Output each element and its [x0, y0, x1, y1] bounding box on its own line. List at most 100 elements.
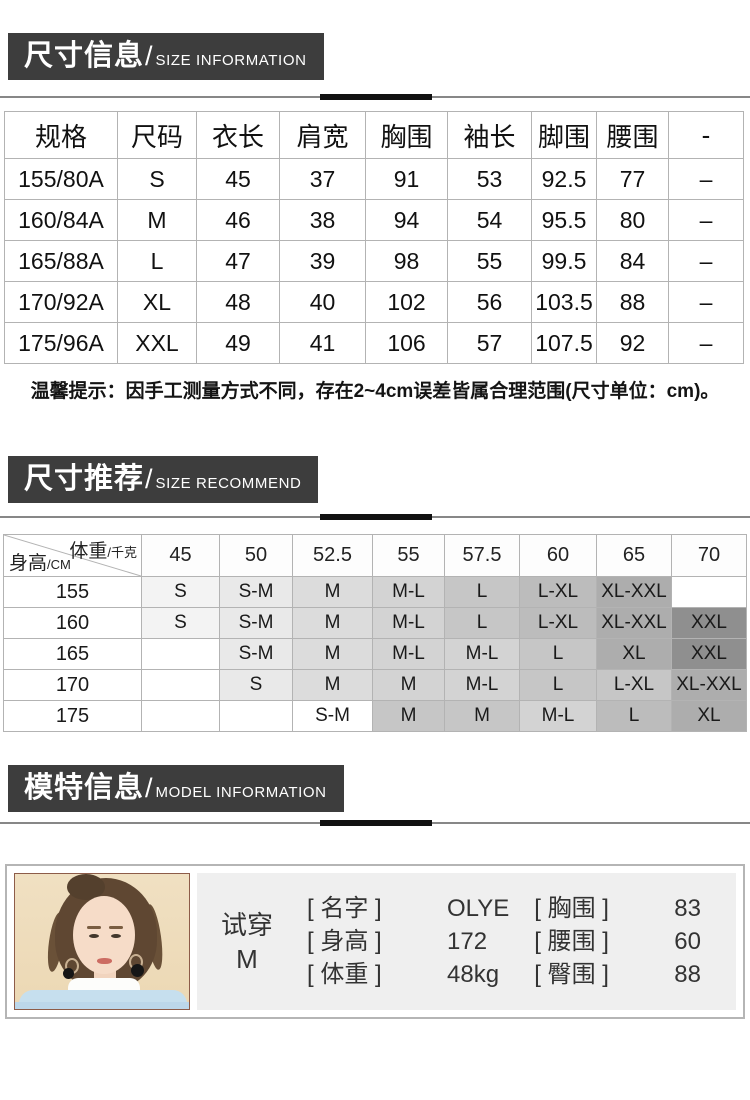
- recommend-cell: XL-XXL: [596, 607, 672, 639]
- matrix-corner-cell: 体重/千克 身高/CM: [3, 534, 142, 577]
- size-cell: 92: [596, 322, 669, 364]
- recommend-cell: S-M: [219, 576, 293, 608]
- recommend-cell: XL: [671, 700, 747, 732]
- recommend-cell: [141, 638, 220, 670]
- size-col-header: 脚围: [531, 111, 597, 159]
- section-title-zh: 尺寸信息: [24, 40, 145, 72]
- size-cell: 45: [196, 158, 280, 200]
- size-table-row: 155/80A S 45 37 91 53 92.5 77–: [4, 158, 744, 200]
- model-field-label: [ 胸围 ]: [534, 895, 609, 922]
- model-fields-right: [ 胸围 ] 83 [ 腰围 ] 60 [ 臀围 ] 88: [534, 892, 701, 991]
- model-photo-illustration: [97, 958, 112, 964]
- recommend-cell: [671, 576, 747, 608]
- weight-col-header: 60: [519, 534, 597, 577]
- recommend-cell: M-L: [444, 669, 520, 701]
- size-cell: 77: [596, 158, 669, 200]
- section-header-size-info: 尺寸信息/SIZE INFORMATION: [8, 33, 324, 80]
- size-cell: 46: [196, 199, 280, 241]
- section-divider: [0, 514, 750, 520]
- section-title-zh: 模特信息: [24, 772, 145, 804]
- section-title-zh: 尺寸推荐: [24, 463, 145, 495]
- model-info-area: 试穿 M [ 名字 ] OLYE [ 身高 ] 172 [ 体重 ] 48kg [ 胸围 …: [197, 873, 736, 1010]
- model-field-label: [ 体重 ]: [307, 961, 382, 988]
- size-cell: 55: [447, 240, 532, 282]
- size-cell: 94: [365, 199, 448, 241]
- recommend-cell: M: [292, 669, 373, 701]
- size-cell: 99.5: [531, 240, 597, 282]
- size-cell: 39: [279, 240, 366, 282]
- recommend-cell: M: [292, 607, 373, 639]
- size-cell: 40: [279, 281, 366, 323]
- recommend-cell: [219, 700, 293, 732]
- section-title-en: MODEL INFORMATION: [155, 784, 327, 801]
- size-cell: 91: [365, 158, 448, 200]
- size-cell: 92.5: [531, 158, 597, 200]
- size-cell: 103.5: [531, 281, 597, 323]
- size-cell: 56: [447, 281, 532, 323]
- size-cell: 170/92A: [4, 281, 118, 323]
- size-table-body: 155/80A S 45 37 91 53 92.5 77–160/84A M 46 38 94 54 9…: [4, 158, 744, 364]
- model-field-row: [ 体重 ] 48kg: [307, 958, 509, 991]
- recommend-row: 160 S S-M M M-L L L-XL XL-XXL XXL: [3, 607, 747, 639]
- size-cell: 165/88A: [4, 240, 118, 282]
- divider-dark-segment: [320, 94, 432, 100]
- recommend-cell: M-L: [372, 638, 445, 670]
- recommend-cell: L: [596, 700, 672, 732]
- size-cell: –: [668, 281, 744, 323]
- size-cell: 95.5: [531, 199, 597, 241]
- recommend-cell: M: [292, 576, 373, 608]
- model-photo-illustration: [109, 926, 123, 929]
- divider-dark-segment: [320, 820, 432, 826]
- size-cell: S: [117, 158, 197, 200]
- recommend-cell: S: [141, 576, 220, 608]
- size-col-header: 胸围: [365, 111, 448, 159]
- model-field-value: 88: [674, 961, 701, 988]
- model-field-label: [ 名字 ]: [307, 895, 382, 922]
- model-photo-illustration: [87, 926, 101, 929]
- size-col-header: 袖长: [447, 111, 532, 159]
- section-divider: [0, 820, 750, 826]
- size-table-row: 165/88A L 47 39 98 55 99.5 84–: [4, 240, 744, 282]
- section-title-en: SIZE RECOMMEND: [155, 475, 302, 492]
- size-cell: 107.5: [531, 322, 597, 364]
- recommend-cell: [141, 669, 220, 701]
- recommend-cell: L: [519, 638, 597, 670]
- size-table: 规格 尺码 衣长 肩宽 胸围 袖长 脚围 腰围 - 155/80A S 45 37 91 53 92.5 77…: [4, 111, 744, 364]
- size-col-header: 尺码: [117, 111, 197, 159]
- size-table-row: 160/84A M 46 38 94 54 95.5 80–: [4, 199, 744, 241]
- size-cell: XL: [117, 281, 197, 323]
- height-row-header: 175: [3, 700, 142, 732]
- size-cell: 37: [279, 158, 366, 200]
- measure-tip-text: 温馨提示：因手工测量方式不同，存在2~4cm误差皆属合理范围(尺寸单位：cm)。: [30, 381, 720, 402]
- recommend-cell: M-L: [372, 607, 445, 639]
- size-recommend-table: 体重/千克 身高/CM 45 50 52.5 55 57.5 60 65 70 155 S S-M…: [3, 534, 747, 732]
- size-col-header: 衣长: [196, 111, 280, 159]
- model-info-panel: 试穿 M [ 名字 ] OLYE [ 身高 ] 172 [ 体重 ] 48kg [ 胸围 …: [5, 864, 745, 1019]
- recommend-head-row: 体重/千克 身高/CM 45 50 52.5 55 57.5 60 65 70: [3, 534, 747, 577]
- size-cell: 41: [279, 322, 366, 364]
- recommend-cell: L-XL: [596, 669, 672, 701]
- recommend-cell: [141, 700, 220, 732]
- size-col-header: 腰围: [596, 111, 669, 159]
- size-cell: L: [117, 240, 197, 282]
- size-cell: 48: [196, 281, 280, 323]
- corner-weight-label: 体重/千克: [69, 541, 137, 562]
- weight-col-header: 70: [671, 534, 747, 577]
- recommend-cell: M-L: [444, 638, 520, 670]
- recommend-cell: M: [372, 700, 445, 732]
- model-field-value: 60: [674, 928, 701, 955]
- model-field-row: [ 胸围 ] 83: [534, 892, 701, 925]
- model-photo-illustration: [67, 874, 105, 900]
- recommend-cell: M-L: [519, 700, 597, 732]
- recommend-cell: S-M: [292, 700, 373, 732]
- recommend-cell: M-L: [372, 576, 445, 608]
- model-photo-illustration: [111, 934, 121, 938]
- recommend-cell: S: [219, 669, 293, 701]
- recommend-cell: M: [292, 638, 373, 670]
- recommend-cell: S: [141, 607, 220, 639]
- size-cell: 84: [596, 240, 669, 282]
- model-wears-label: 试穿: [220, 909, 273, 940]
- section-header-size-recommend: 尺寸推荐/SIZE RECOMMEND: [8, 456, 319, 503]
- model-photo: [14, 873, 190, 1010]
- model-wears-size: M: [236, 943, 258, 974]
